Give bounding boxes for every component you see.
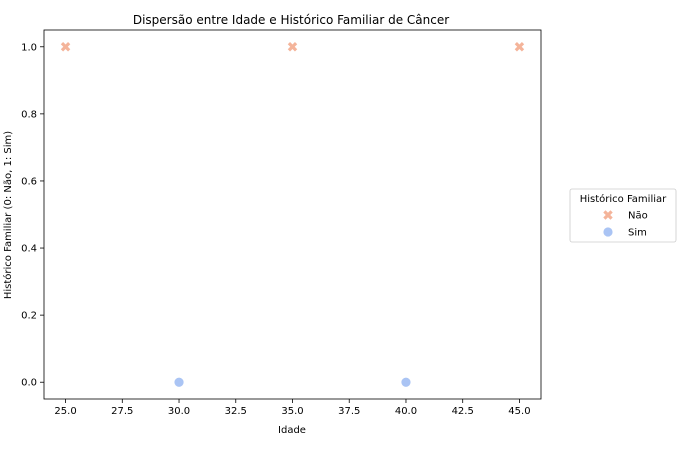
y-axis-label: Histórico Familiar (0: Não, 1: Sim) bbox=[2, 131, 14, 299]
x-tick-label: 30.0 bbox=[168, 406, 190, 417]
plot-area bbox=[43, 29, 542, 400]
x-axis-label: Idade bbox=[278, 425, 306, 436]
data-point bbox=[514, 42, 525, 52]
y-tick-label: 0.2 bbox=[21, 311, 37, 322]
chart-title: Dispersão entre Idade e Histórico Famili… bbox=[133, 13, 449, 27]
data-point bbox=[60, 42, 71, 52]
x-tick-label: 45.0 bbox=[508, 406, 530, 417]
legend-title: Histórico Familiar bbox=[580, 193, 667, 205]
legend-entries: Não Sim bbox=[602, 210, 648, 239]
y-tick-label: 0.4 bbox=[21, 244, 37, 255]
x-tick-label: 35.0 bbox=[281, 406, 303, 417]
y-tick-label: 0.6 bbox=[21, 176, 37, 187]
data-point bbox=[400, 376, 412, 388]
legend-entry-label: Não bbox=[628, 211, 648, 222]
y-tick-label: 0.0 bbox=[21, 378, 37, 389]
y-axis: 0.0 0.2 0.4 0.6 0.8 1.0 bbox=[21, 42, 44, 389]
x-tick-label: 40.0 bbox=[395, 406, 417, 417]
y-tick-label: 1.0 bbox=[21, 42, 37, 53]
x-tick-label: 42.5 bbox=[452, 406, 474, 417]
legend-box bbox=[569, 188, 677, 243]
data-points bbox=[60, 42, 525, 388]
data-point bbox=[173, 376, 185, 388]
legend: Histórico Familiar Não Sim bbox=[569, 188, 677, 243]
data-point bbox=[287, 42, 298, 52]
legend-marker bbox=[602, 226, 614, 238]
x-tick-label: 32.5 bbox=[225, 406, 247, 417]
legend-entry-label: Sim bbox=[628, 228, 647, 239]
legend-marker bbox=[603, 210, 613, 220]
x-axis: 25.0 27.5 30.0 32.5 35.0 37.5 40.0 42.5 45.0 bbox=[54, 399, 531, 417]
y-tick-label: 0.8 bbox=[21, 109, 37, 120]
x-tick-label: 37.5 bbox=[338, 406, 360, 417]
x-tick-label: 27.5 bbox=[111, 406, 133, 417]
x-tick-label: 25.0 bbox=[54, 406, 76, 417]
